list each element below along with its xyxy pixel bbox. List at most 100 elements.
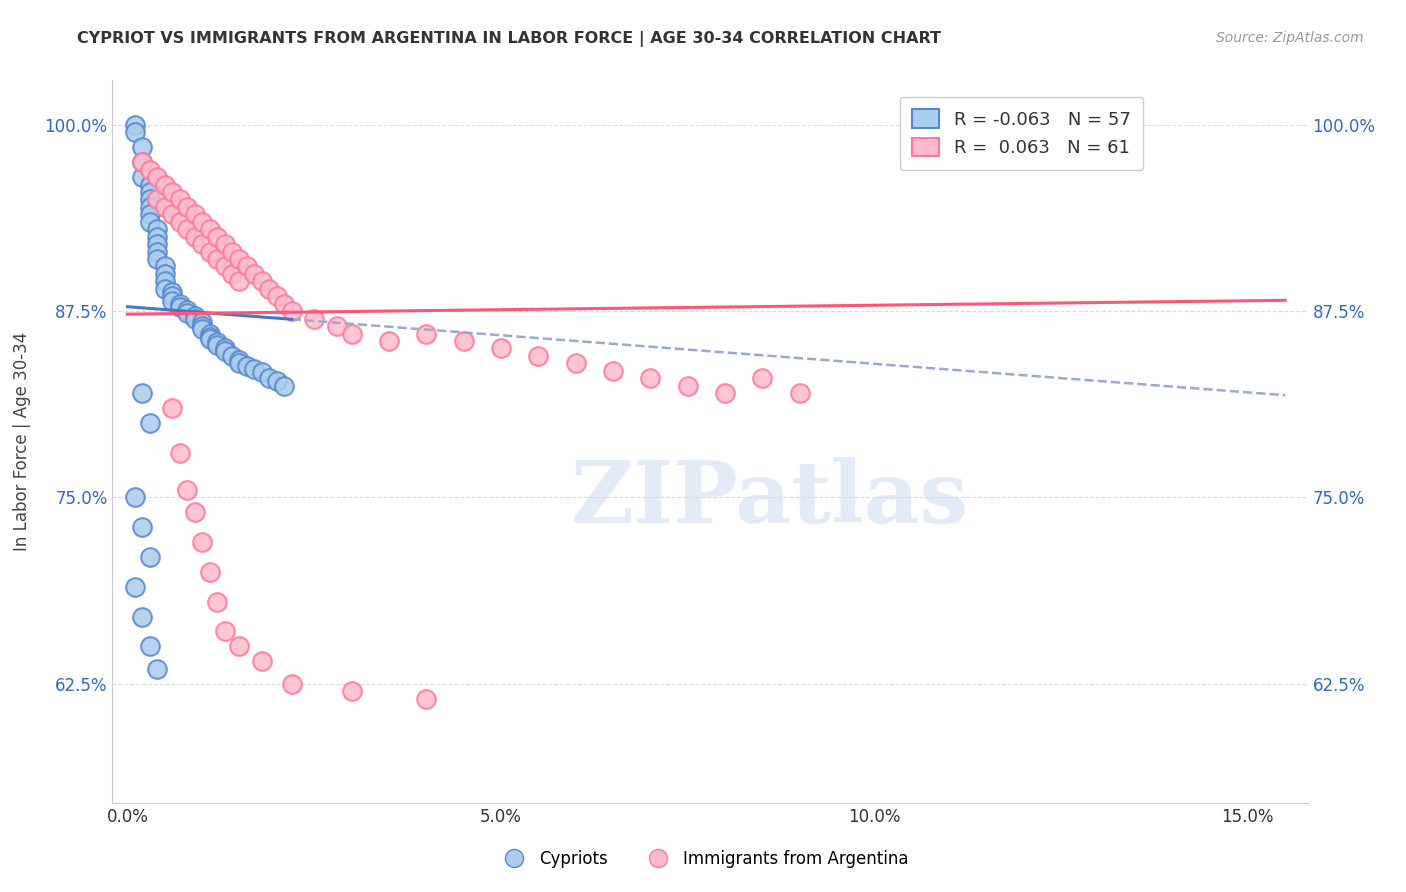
Text: CYPRIOT VS IMMIGRANTS FROM ARGENTINA IN LABOR FORCE | AGE 30-34 CORRELATION CHAR: CYPRIOT VS IMMIGRANTS FROM ARGENTINA IN …	[77, 31, 942, 47]
Point	[266, 289, 288, 303]
Point	[191, 237, 214, 252]
Point	[153, 200, 176, 214]
Point	[139, 416, 162, 430]
Point	[198, 565, 221, 579]
Point	[340, 326, 363, 341]
Point	[162, 207, 183, 221]
Point	[139, 549, 162, 564]
Point	[489, 342, 512, 356]
Point	[139, 193, 162, 207]
Point	[214, 344, 236, 359]
Point	[259, 371, 281, 385]
Point	[281, 676, 304, 690]
Point	[169, 193, 191, 207]
Point	[146, 662, 169, 676]
Point	[228, 252, 250, 266]
Point	[250, 274, 273, 288]
Point	[250, 365, 273, 379]
Point	[228, 353, 250, 368]
Point	[124, 118, 146, 132]
Point	[169, 300, 191, 314]
Point	[273, 297, 295, 311]
Point	[198, 244, 221, 259]
Point	[221, 349, 243, 363]
Point	[789, 386, 811, 401]
Point	[139, 200, 162, 214]
Point	[183, 505, 205, 519]
Point	[325, 319, 347, 334]
Text: Source: ZipAtlas.com: Source: ZipAtlas.com	[1216, 31, 1364, 45]
Point	[146, 193, 169, 207]
Point	[205, 595, 228, 609]
Point	[205, 252, 228, 266]
Point	[205, 338, 228, 352]
Point	[250, 654, 273, 668]
Point	[162, 401, 183, 415]
Point	[131, 155, 153, 169]
Point	[273, 378, 295, 392]
Point	[243, 362, 266, 376]
Point	[228, 274, 250, 288]
Point	[146, 252, 169, 266]
Point	[139, 215, 162, 229]
Point	[176, 306, 198, 320]
Y-axis label: In Labor Force | Age 30-34: In Labor Force | Age 30-34	[13, 332, 31, 551]
Point	[714, 386, 737, 401]
Point	[146, 244, 169, 259]
Point	[266, 374, 288, 388]
Point	[191, 315, 214, 329]
Point	[198, 329, 221, 343]
Point	[162, 289, 183, 303]
Point	[146, 222, 169, 236]
Point	[153, 274, 176, 288]
Point	[221, 267, 243, 281]
Point	[139, 185, 162, 199]
Point	[205, 335, 228, 350]
Point	[527, 349, 550, 363]
Point	[124, 125, 146, 139]
Point	[183, 229, 205, 244]
Point	[205, 229, 228, 244]
Point	[176, 483, 198, 497]
Point	[198, 333, 221, 347]
Point	[183, 309, 205, 323]
Point	[378, 334, 401, 348]
Point	[162, 185, 183, 199]
Point	[131, 386, 153, 401]
Point	[169, 215, 191, 229]
Point	[281, 304, 304, 318]
Point	[640, 371, 662, 385]
Point	[139, 178, 162, 192]
Point	[602, 364, 624, 378]
Point	[302, 311, 325, 326]
Point	[191, 535, 214, 549]
Point	[153, 260, 176, 274]
Point	[214, 342, 236, 356]
Point	[415, 691, 437, 706]
Point	[214, 624, 236, 639]
Point	[236, 260, 259, 274]
Point	[198, 222, 221, 236]
Point	[214, 237, 236, 252]
Point	[131, 140, 153, 154]
Point	[676, 378, 699, 392]
Point	[176, 302, 198, 317]
Point	[453, 334, 475, 348]
Point	[191, 322, 214, 336]
Point	[183, 311, 205, 326]
Point	[228, 640, 250, 654]
Point	[564, 356, 586, 370]
Point	[259, 282, 281, 296]
Point	[153, 282, 176, 296]
Point	[198, 326, 221, 341]
Legend: R = -0.063   N = 57, R =  0.063   N = 61: R = -0.063 N = 57, R = 0.063 N = 61	[900, 96, 1143, 169]
Point	[415, 326, 437, 341]
Point	[221, 244, 243, 259]
Point	[146, 237, 169, 252]
Point	[131, 155, 153, 169]
Point	[146, 229, 169, 244]
Point	[169, 446, 191, 460]
Point	[162, 293, 183, 308]
Point	[340, 684, 363, 698]
Point	[153, 178, 176, 192]
